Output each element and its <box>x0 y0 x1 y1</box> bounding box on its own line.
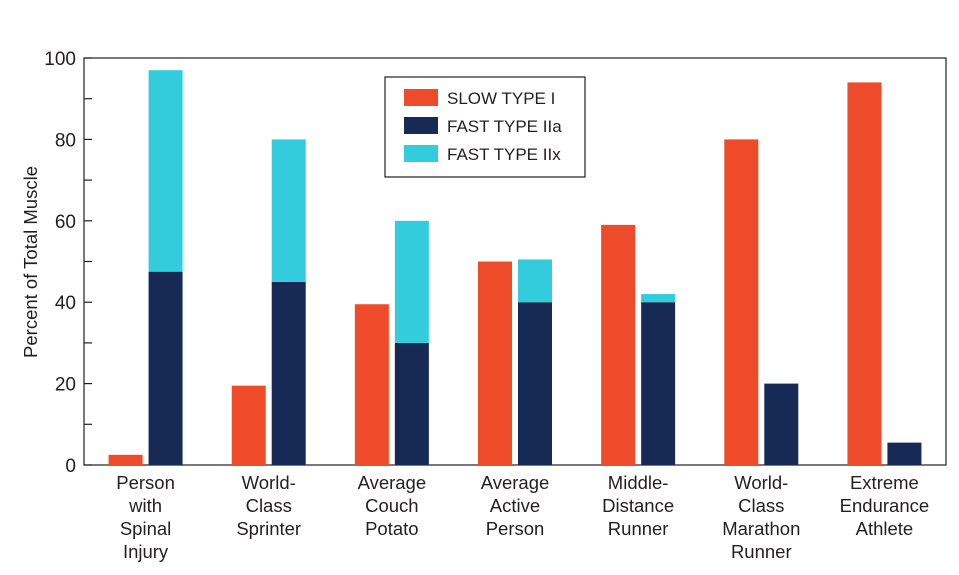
bar-fast-type-iia <box>887 442 922 465</box>
category-label-line: Average <box>358 472 427 493</box>
bar-slow-type-i <box>231 385 266 465</box>
bar-fast-type-iia <box>641 302 676 465</box>
bars <box>108 70 922 466</box>
category-label-line: Class <box>738 495 784 516</box>
category-label-line: Average <box>481 472 550 493</box>
bar-fast-type-iia <box>764 383 799 465</box>
legend: SLOW TYPE I FAST TYPE IIa FAST TYPE IIx <box>384 76 586 178</box>
y-axis-title: Percent of Total Muscle <box>20 166 41 358</box>
category-label-line: Sprinter <box>236 518 301 539</box>
category-label: World-Class Sprinter <box>236 472 301 539</box>
legend-swatch <box>404 89 438 106</box>
bar-slow-type-i <box>108 454 143 465</box>
category-label-line: Distance <box>602 495 674 516</box>
category-label-line: Potato <box>365 518 419 539</box>
bar-fast-type-iia <box>394 342 429 465</box>
category-label-line: Active <box>490 495 540 516</box>
axes <box>83 57 947 466</box>
bar-slow-type-i <box>478 261 512 465</box>
category-label: Middle-Distance Runner <box>602 472 674 539</box>
category-label: Extreme Endurance Athlete <box>840 472 929 539</box>
category-label-line: World- <box>242 472 296 493</box>
bar-slow-type-i <box>847 82 882 466</box>
category-label: Average Active Person <box>481 472 550 539</box>
bar-fast-type-iia <box>518 302 552 465</box>
y-tick-label: 40 <box>55 293 76 314</box>
category-label: World-Class Marathon Runner <box>722 472 800 562</box>
bar-slow-type-i <box>724 139 759 465</box>
bar-fast-type-iia <box>271 281 306 465</box>
category-label-line: Spinal <box>120 518 171 539</box>
bar-fast-type-iia <box>148 271 183 465</box>
bar-fast-type-iix <box>641 294 676 303</box>
legend-swatch <box>404 145 438 162</box>
category-label-line: Runner <box>608 518 669 539</box>
bar-fast-type-iix <box>148 70 183 272</box>
category-label-line: Endurance <box>840 495 929 516</box>
y-tick-label: 20 <box>55 375 76 396</box>
category-label-line: Person <box>486 518 545 539</box>
category-label-line: Injury <box>123 541 169 562</box>
y-tick-label: 80 <box>55 130 76 151</box>
bar-fast-type-iix <box>271 139 306 282</box>
legend-label: SLOW TYPE I <box>447 89 555 108</box>
category-label-line: Athlete <box>856 518 914 539</box>
category-label: Average Couch Potato <box>358 472 427 539</box>
y-tick-label: 100 <box>44 49 76 70</box>
y-tick-label: 0 <box>65 456 76 477</box>
category-label-line: World- <box>734 472 788 493</box>
legend-swatch <box>404 117 438 134</box>
bar-fast-type-iix <box>394 220 429 343</box>
category-label-line: Person <box>116 472 175 493</box>
legend-label: FAST TYPE IIx <box>447 145 561 164</box>
category-label-line: Middle- <box>608 472 669 493</box>
category-label-line: Runner <box>731 541 792 562</box>
bar-slow-type-i <box>354 304 389 465</box>
bar-fast-type-iix <box>518 259 552 303</box>
category-label-line: Couch <box>365 495 418 516</box>
legend-label: FAST TYPE IIa <box>447 117 562 136</box>
y-tick-labels: 0 20 40 60 80 100 <box>44 49 76 477</box>
bar-slow-type-i <box>601 224 636 465</box>
category-label-line: Class <box>246 495 292 516</box>
category-label: Person with Spinal Injury <box>116 472 175 562</box>
category-label-line: Extreme <box>850 472 919 493</box>
category-label-line: with <box>128 495 162 516</box>
y-tick-label: 60 <box>55 212 76 233</box>
category-label-line: Marathon <box>722 518 800 539</box>
